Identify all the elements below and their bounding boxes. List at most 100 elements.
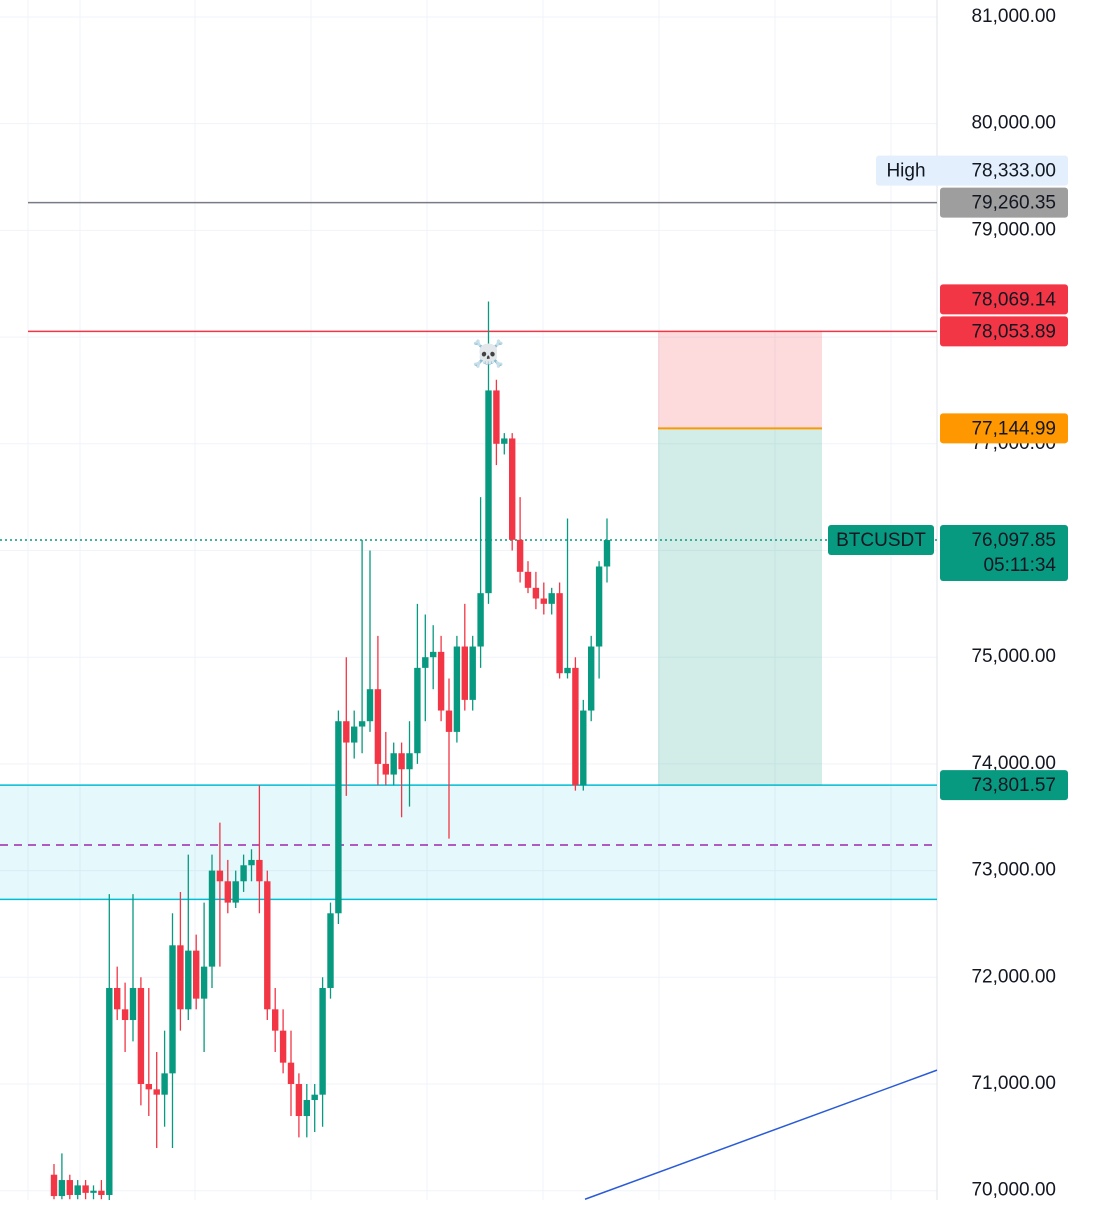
candle-body	[351, 726, 358, 743]
high-tag-name: High	[886, 161, 925, 182]
y-tick-label: 72,000.00	[971, 966, 1056, 987]
candle-body	[556, 593, 563, 674]
candle-body	[445, 710, 453, 732]
candle-body	[595, 566, 603, 647]
candle-body	[493, 390, 500, 444]
candle-body	[406, 753, 413, 770]
candle-body	[501, 438, 508, 444]
candle-body	[437, 651, 445, 711]
symbol-name-tag	[828, 525, 934, 556]
candle-body	[603, 540, 611, 567]
y-tick-label: 74,000.00	[971, 753, 1056, 774]
candle-body	[161, 1073, 168, 1095]
candle-body	[177, 945, 184, 1010]
candle-body	[469, 646, 476, 700]
price-tag-label: 79,260.35	[971, 193, 1056, 214]
candle-body	[580, 710, 587, 786]
candle-body	[114, 987, 121, 1010]
candle-body	[390, 753, 397, 775]
y-tick-label: 73,000.00	[971, 860, 1056, 881]
candle-body	[319, 987, 326, 1095]
candle-body	[327, 913, 334, 988]
y-tick-label: 80,000.00	[971, 113, 1056, 134]
candle-body	[295, 1084, 303, 1117]
candle-body	[382, 763, 389, 775]
candle-body	[335, 721, 342, 914]
candle-body	[524, 571, 532, 588]
candle-body	[169, 945, 176, 1074]
candle-body	[240, 865, 247, 882]
candle-body	[287, 1062, 295, 1085]
candle-body	[516, 539, 524, 572]
price-tag	[940, 187, 1068, 218]
symbol-countdown: 05:11:34	[983, 555, 1056, 576]
candle-body	[208, 870, 216, 967]
candle-body	[185, 950, 192, 1010]
symbol-price-tag	[940, 525, 1068, 582]
candle-body	[216, 870, 224, 882]
candle-body	[374, 689, 382, 764]
symbol-name: BTCUSDT	[836, 530, 926, 551]
candle-body	[532, 587, 540, 599]
candle-body	[509, 438, 516, 540]
candle-body	[398, 753, 405, 770]
candle-body	[461, 646, 468, 700]
y-tick-label: 81,000.00	[971, 6, 1056, 27]
candle-body	[303, 1100, 310, 1117]
zone	[0, 785, 937, 900]
candle-body	[74, 1185, 81, 1195]
candle-body	[193, 950, 200, 999]
candle-body	[430, 651, 437, 658]
candle-body	[279, 1030, 287, 1063]
candle-body	[564, 667, 571, 674]
y-tick-label: 70,000.00	[971, 1180, 1056, 1200]
y-tick-label: 71,000.00	[971, 1073, 1056, 1094]
high-tag	[876, 155, 1068, 186]
candle-body	[343, 721, 350, 743]
candle-body	[485, 390, 492, 594]
candle-body	[256, 859, 263, 882]
candle-body	[66, 1180, 73, 1195]
candle-body	[548, 593, 555, 604]
y-tick-label: 79,000.00	[971, 219, 1056, 240]
candle-body	[145, 1084, 152, 1090]
price-tag-label: 78,053.89	[971, 321, 1056, 342]
price-tag	[940, 284, 1068, 315]
candle-body	[453, 646, 461, 732]
price-tag-label: 78,069.14	[971, 289, 1056, 310]
high-tag-label: 78,333.00	[971, 161, 1056, 182]
candle-body	[232, 881, 239, 903]
candle-body	[248, 859, 255, 866]
candle-body	[129, 987, 137, 1020]
candle-body	[153, 1089, 160, 1095]
candle-body	[572, 667, 579, 786]
candle-body	[106, 987, 113, 1195]
candle-body	[121, 1009, 129, 1020]
candle-body	[50, 1174, 58, 1197]
candle-body	[58, 1180, 66, 1197]
candle-body	[414, 667, 421, 754]
stop-area	[658, 331, 822, 429]
candle-body	[264, 881, 271, 1010]
candle-body	[422, 657, 429, 668]
target-area	[658, 428, 822, 786]
candle-body	[588, 646, 595, 711]
y-tick-label: 75,000.00	[971, 646, 1056, 667]
candle-body	[272, 1009, 279, 1031]
candle-body	[477, 593, 484, 647]
price-tag	[940, 413, 1068, 444]
price-tag	[940, 770, 1068, 801]
price-tag-label: 73,801.57	[971, 775, 1056, 796]
candle-body	[366, 689, 374, 722]
price-tag-label: 77,144.99	[971, 418, 1056, 439]
candle-body	[540, 598, 547, 604]
candle-body	[358, 721, 366, 727]
annotation: ☠️	[472, 338, 504, 368]
trend-line	[584, 1069, 938, 1200]
candle-body	[98, 1190, 105, 1195]
candle-body	[311, 1094, 318, 1101]
candle-body	[137, 987, 145, 1085]
symbol-price: 76,097.85	[971, 530, 1056, 551]
